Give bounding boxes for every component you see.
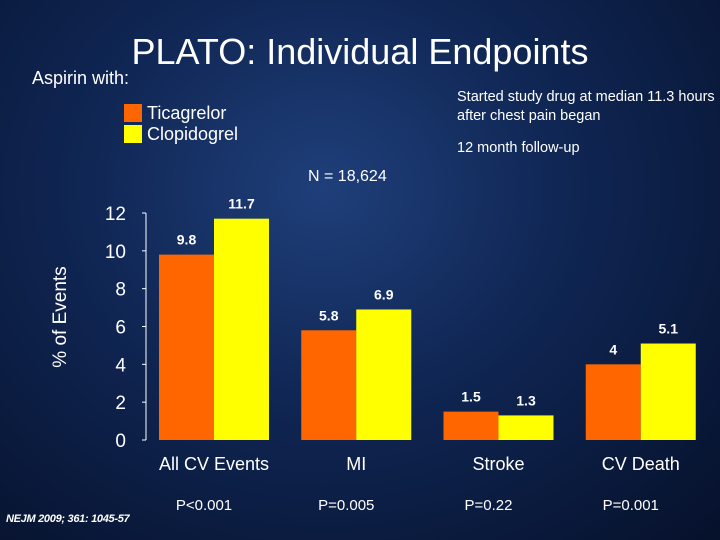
p-value-label: P<0.001 xyxy=(176,497,232,514)
bar-ticagrelor xyxy=(443,411,499,440)
bar-ticagrelor xyxy=(301,330,357,440)
data-label: 6.9 xyxy=(374,286,394,302)
legend-item-ticagrelor: Ticagrelor xyxy=(124,103,226,123)
data-label: 4 xyxy=(609,341,617,357)
subtitle: Aspirin with: xyxy=(32,68,130,88)
bar-ticagrelor xyxy=(159,254,214,440)
x-category-label: CV Death xyxy=(602,454,680,474)
data-label: 1.3 xyxy=(516,392,536,408)
bar-clopidogrel xyxy=(498,415,554,440)
y-tick-label: 4 xyxy=(115,355,126,376)
y-tick-label: 6 xyxy=(115,318,126,339)
legend-label-clopidogrel: Clopidogrel xyxy=(147,123,239,144)
data-label: 5.1 xyxy=(659,321,679,337)
x-category-label: Stroke xyxy=(472,454,524,474)
y-tick-label: 2 xyxy=(115,393,126,414)
x-category-label: All CV Events xyxy=(159,454,269,474)
x-category-label: MI xyxy=(346,454,366,474)
bar-clopidogrel xyxy=(356,309,412,440)
y-tick-label: 12 xyxy=(105,204,126,225)
bar-clopidogrel xyxy=(640,343,696,440)
legend-swatch-ticagrelor xyxy=(124,104,142,122)
data-label: 9.8 xyxy=(177,232,197,248)
y-tick-label: 0 xyxy=(115,431,126,452)
sample-size-label: N = 18,624 xyxy=(308,168,387,185)
p-value-label: P=0.22 xyxy=(465,497,513,514)
data-label: 11.7 xyxy=(228,196,255,212)
follow-up-note: 12 month follow-up xyxy=(457,140,580,156)
bar-clopidogrel xyxy=(214,218,269,440)
legend-item-clopidogrel: Clopidogrel xyxy=(124,124,238,144)
legend-swatch-clopidogrel xyxy=(124,125,142,143)
data-label: 5.8 xyxy=(319,307,339,323)
bar-ticagrelor xyxy=(585,364,641,440)
y-axis-label: % of Events xyxy=(50,266,71,367)
y-tick-label: 8 xyxy=(115,280,126,301)
y-tick-label: 10 xyxy=(105,242,126,263)
p-value-label: P=0.005 xyxy=(318,497,374,514)
legend-label-ticagrelor: Ticagrelor xyxy=(147,102,227,123)
data-label: 1.5 xyxy=(461,389,481,405)
citation: NEJM 2009; 361: 1045-57 xyxy=(6,513,130,525)
p-value-label: P=0.001 xyxy=(603,497,659,514)
study-drug-note: Started study drug at median 11.3 hours … xyxy=(457,89,715,124)
slide-title: PLATO: Individual Endpoints xyxy=(131,31,589,72)
